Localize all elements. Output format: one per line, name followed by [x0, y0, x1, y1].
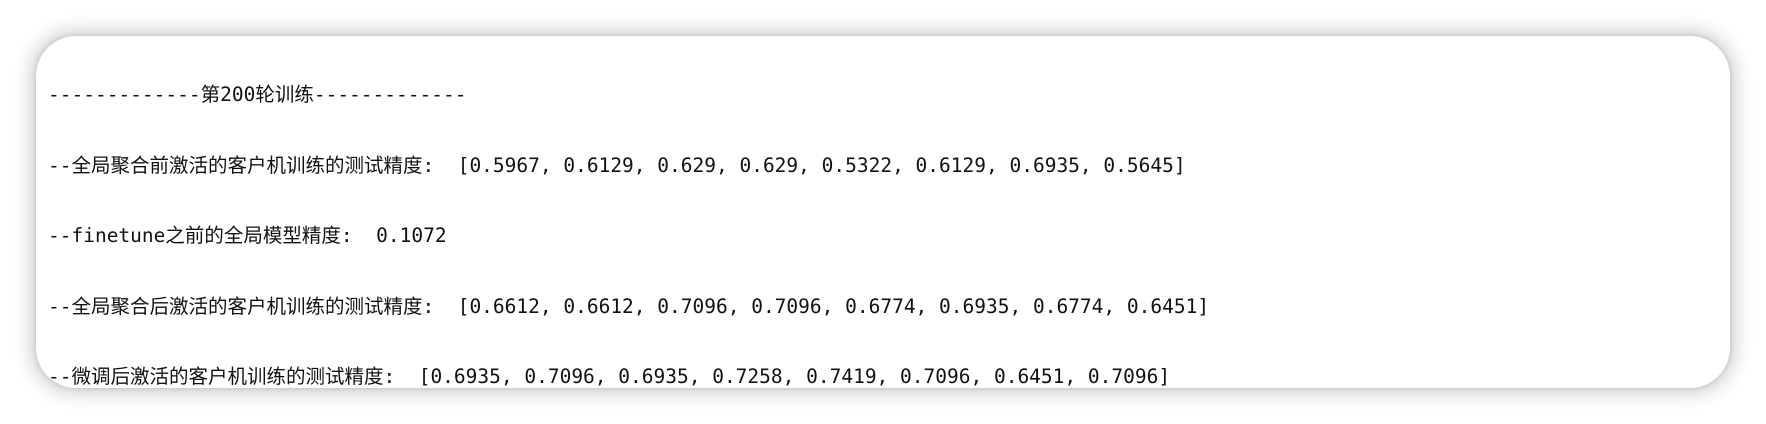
- post-aggregation-client-accuracy-line: --全局聚合后激活的客户机训练的测试精度: [0.6612, 0.6612, 0…: [48, 294, 1210, 318]
- finetuned-client-accuracy-line: --微调后激活的客户机训练的测试精度: [0.6935, 0.7096, 0.6…: [48, 365, 1171, 388]
- terminal-output-text: -------------第200轮训练------------- --全局聚合…: [48, 36, 1720, 388]
- pre-finetune-global-accuracy-line: --finetune之前的全局模型精度: 0.1072: [48, 224, 447, 247]
- round-header-line: -------------第200轮训练-------------: [48, 83, 467, 106]
- pre-aggregation-client-accuracy-line: --全局聚合前激活的客户机训练的测试精度: [0.5967, 0.6129, 0…: [48, 153, 1186, 177]
- terminal-output-window: -------------第200轮训练------------- --全局聚合…: [36, 36, 1730, 388]
